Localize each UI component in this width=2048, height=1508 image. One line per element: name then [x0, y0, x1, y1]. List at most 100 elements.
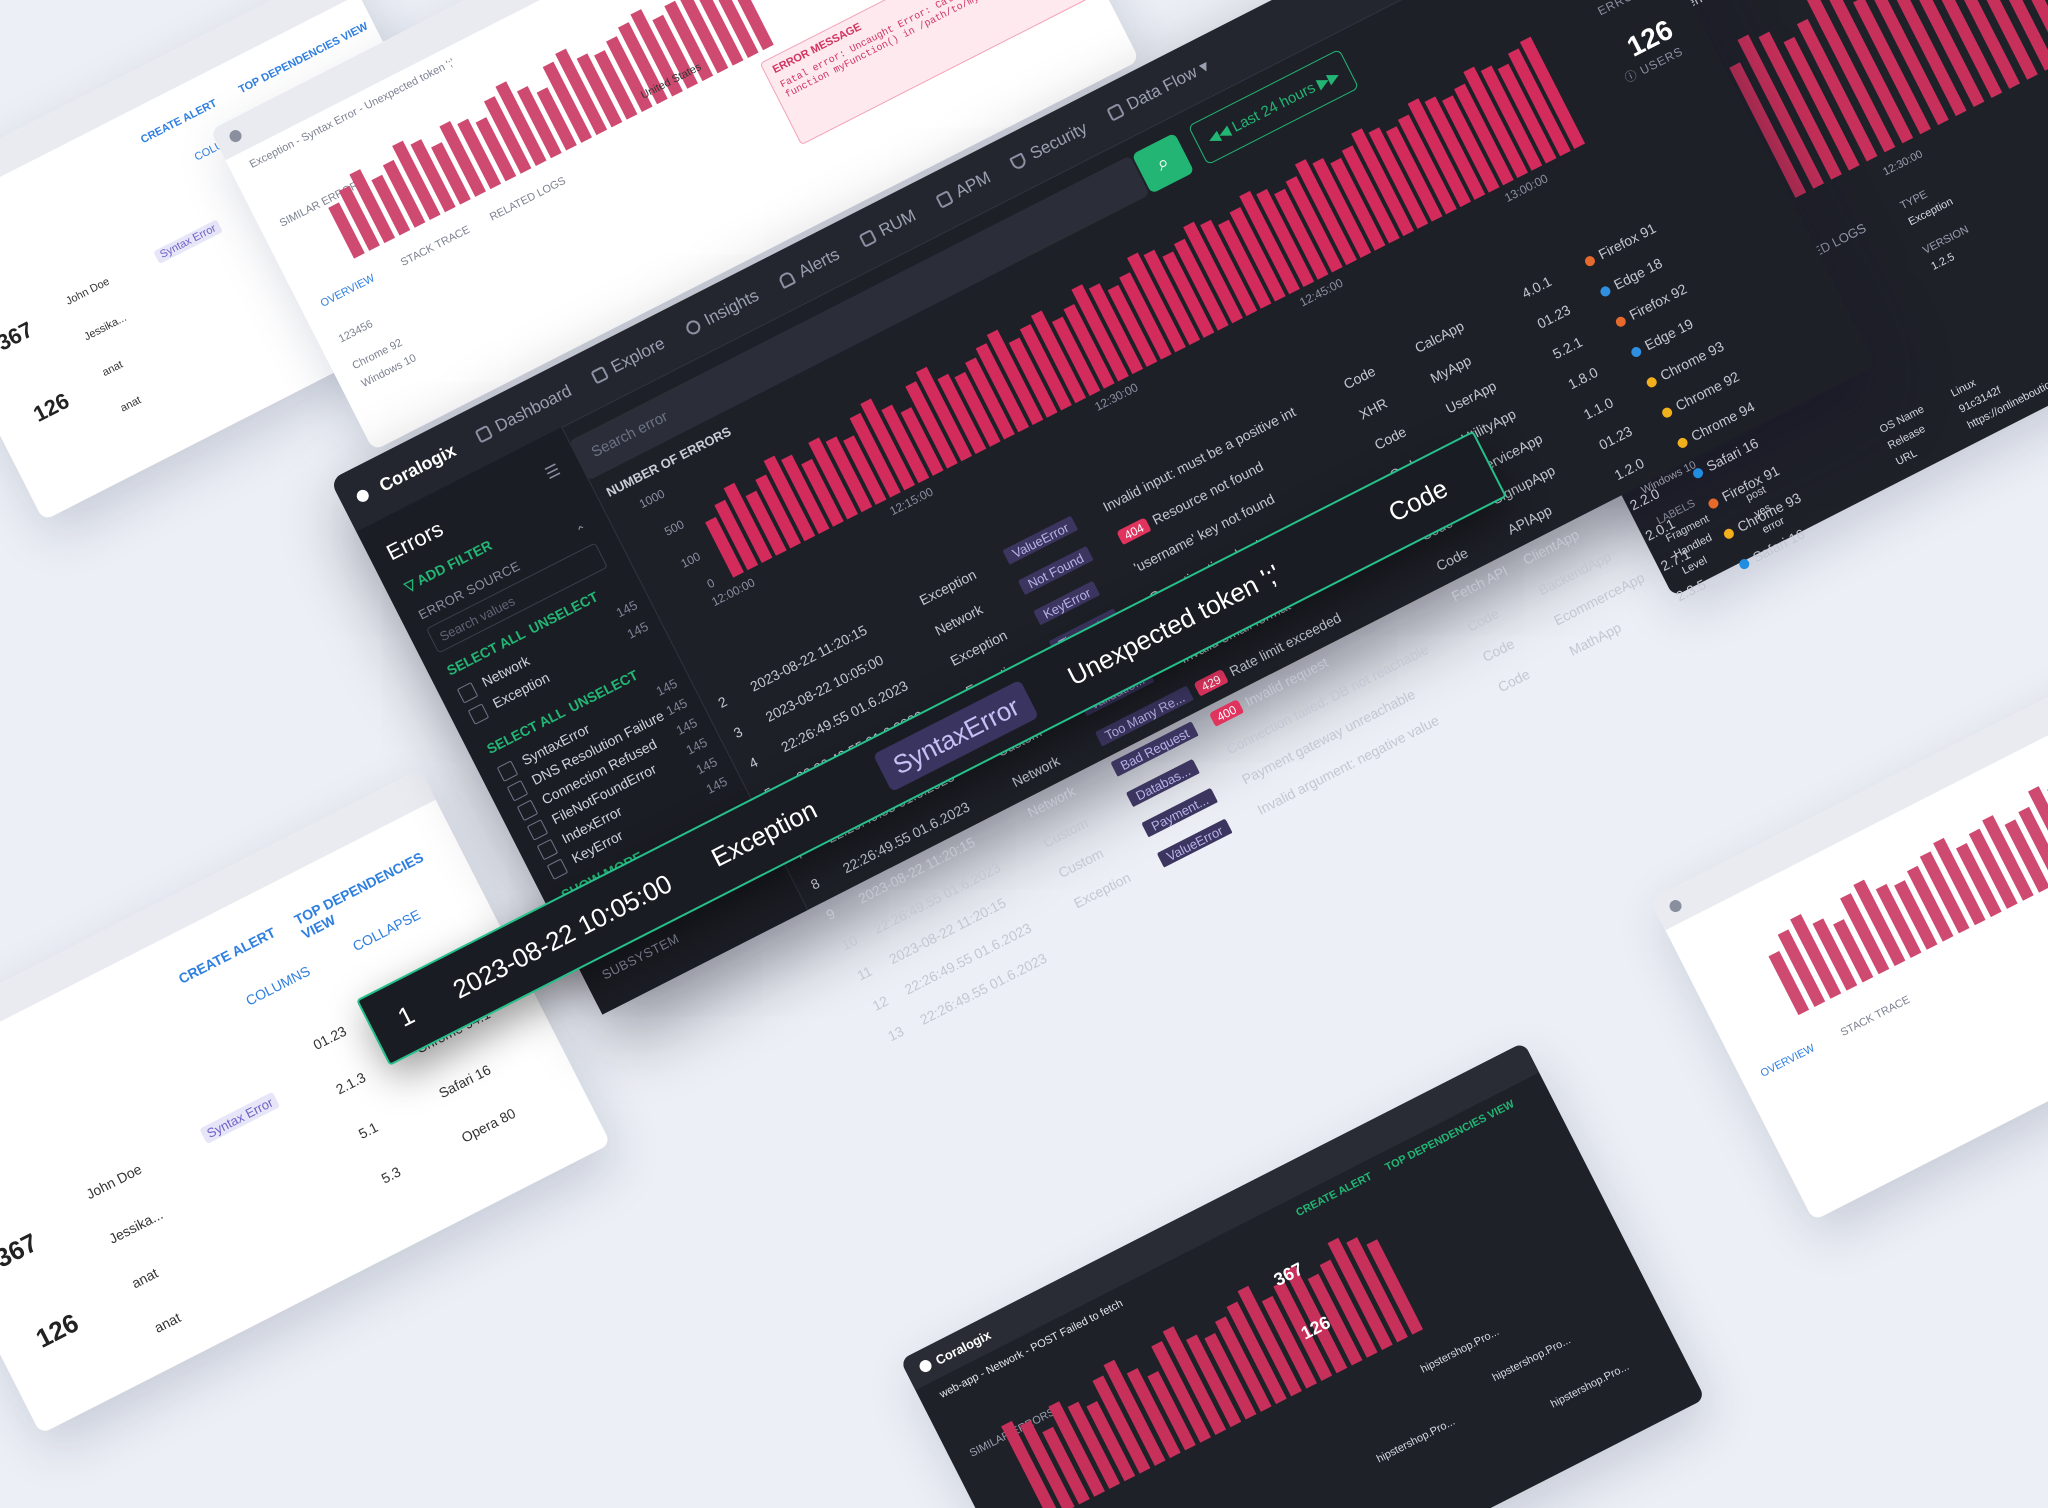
status-code-badge: 400	[1208, 698, 1245, 727]
bg-user-4b: anat	[151, 1309, 184, 1336]
logo-icon	[917, 1357, 934, 1375]
etype-checkbox-1[interactable]	[496, 760, 519, 782]
bg-user-1: John Doe	[64, 275, 112, 308]
bg-service-1[interactable]: hipstershop.Pro...	[1418, 1325, 1502, 1376]
columns-link-2[interactable]: COLUMNS	[243, 962, 313, 1009]
bg-user-1b: John Doe	[83, 1160, 145, 1203]
bg-errors-count-2: 367	[0, 1227, 43, 1274]
y-tick-100: 100	[678, 549, 703, 571]
insights-icon	[683, 318, 703, 337]
shield-icon	[1009, 152, 1029, 171]
grid-icon	[474, 424, 494, 444]
etype-checkbox-2[interactable]	[506, 779, 529, 802]
etype-count-6: 145	[703, 773, 730, 797]
bg-card-right-light: OVERVIEW STACK TRACE	[1650, 645, 2048, 1221]
bg-event-id: 123456	[336, 318, 375, 346]
bg-users-count: 126	[29, 387, 74, 427]
source-checkbox-network[interactable]	[456, 681, 479, 704]
users-stat: 126 ⓘ USERS	[1575, 14, 1686, 103]
ribbon-index: 1	[392, 999, 420, 1033]
bell-icon	[777, 270, 797, 289]
bg-user-2b: Jessika...	[106, 1205, 166, 1247]
source-checkbox-exception[interactable]	[467, 703, 490, 725]
etype-checkbox-5[interactable]	[536, 838, 559, 861]
etype-checkbox-6[interactable]	[546, 858, 569, 880]
bg-tab-stacktrace[interactable]: STACK TRACE	[398, 223, 472, 269]
bg-brand-bottom: Coralogix	[932, 1326, 994, 1368]
y-tick-500: 500	[662, 517, 687, 539]
bg-etype-badge: Syntax Error	[153, 219, 223, 265]
nav-rum[interactable]: RUM	[857, 206, 919, 251]
bg-user-3b: anat	[128, 1264, 161, 1292]
bg-user-2: Jessika...	[82, 311, 129, 344]
bg-users-count-2: 126	[30, 1307, 84, 1354]
nav-insights[interactable]: Insights	[682, 286, 762, 340]
bg-version-2b: 2.1.3	[333, 1069, 369, 1098]
nav-security[interactable]: Security	[1008, 118, 1091, 173]
nav-apm[interactable]: APM	[933, 168, 994, 212]
bg-tab-overview-rl[interactable]: OVERVIEW	[1758, 1042, 1817, 1080]
nav-security-label: Security	[1026, 118, 1091, 164]
bg-tab-stack-rl[interactable]: STACK TRACE	[1838, 993, 1912, 1039]
bg-version-3b: 5.1	[355, 1118, 381, 1142]
logo-icon	[1667, 897, 1684, 915]
bg-version-value: 1.2.5	[1929, 250, 1957, 273]
bg-service-2[interactable]: hipstershop.Pro...	[1490, 1334, 1573, 1385]
nav-alerts[interactable]: Alerts	[776, 245, 843, 292]
create-alert-link[interactable]: CREATE ALERT	[138, 97, 219, 147]
bg-errors-count: 367	[0, 316, 37, 356]
status-code-badge: 429	[1193, 668, 1230, 697]
bg-user-3: anat	[100, 358, 125, 379]
collapse-sidebar-icon[interactable]: ☰	[542, 461, 564, 484]
source-network-count: 145	[613, 597, 640, 621]
nav-rum-label: RUM	[875, 205, 919, 241]
bg-version-1b: 01.23	[310, 1022, 349, 1053]
nav-apm-label: APM	[952, 167, 994, 202]
create-alert-link-2[interactable]: CREATE ALERT	[175, 924, 279, 987]
bg-version-4b: 5.3	[378, 1163, 404, 1187]
time-range-label: Last 24 hours	[1229, 79, 1319, 136]
bg-card-bottom-dark: Coralogix web-app - Network - POST Faile…	[900, 1042, 1706, 1508]
etype-count-5: 145	[693, 754, 720, 778]
logo-icon	[354, 487, 371, 504]
forward-icon: ▶▶	[1310, 66, 1343, 95]
source-exception-count: 145	[624, 618, 651, 642]
status-code-badge: 404	[1116, 517, 1152, 546]
bg-card-left-mid: CREATE ALERT TOP DEPENDENCIES VIEW COLUM…	[0, 769, 611, 1435]
x-tick-1: 12:00:00	[709, 575, 758, 610]
bg-browser-4b: Opera 80	[458, 1104, 519, 1146]
apm-icon	[934, 190, 954, 209]
chevron-up-icon[interactable]: ⌃	[573, 521, 591, 540]
bg-tab-overview[interactable]: OVERVIEW	[318, 272, 377, 310]
search-icon: ⌕	[1153, 150, 1173, 176]
bg-label-url: URL	[1894, 447, 1920, 469]
etype-count-1: 145	[653, 675, 680, 699]
nav-explore[interactable]: Explore	[589, 334, 668, 388]
flow-icon	[1106, 102, 1125, 122]
nav-dataflow-label: Data Flow ▾	[1123, 56, 1213, 114]
bg-browser-3b: Safari 16	[436, 1061, 494, 1102]
unselect-link-2[interactable]: UNSELECT	[566, 666, 641, 716]
bg-user-4: anat	[118, 394, 144, 415]
etype-checkbox-3[interactable]	[516, 799, 539, 822]
nav-insights-label: Insights	[701, 285, 762, 330]
nav-alerts-label: Alerts	[795, 244, 843, 282]
bg-etype-badge-2: Syntax Error	[199, 1091, 281, 1145]
rum-icon	[858, 229, 878, 248]
bg-version-label: VERSION	[1921, 223, 1971, 257]
page-title: Errors	[382, 515, 448, 566]
explore-icon	[590, 365, 610, 385]
bg-service-3[interactable]: hipstershop.Pro...	[1374, 1415, 1458, 1466]
y-tick-0: 0	[704, 575, 717, 592]
etype-checkbox-4[interactable]	[526, 819, 549, 841]
bg-tick-1230: 12:30:00	[1881, 148, 1925, 179]
y-tick-1000: 1000	[636, 486, 668, 512]
bg-service-4[interactable]: hipstershop.Pro...	[1548, 1360, 1632, 1411]
etype-count-3: 145	[673, 714, 700, 739]
nav-explore-label: Explore	[607, 333, 668, 377]
logo-icon	[227, 127, 244, 145]
bg-bottom-chart	[985, 1204, 1424, 1508]
etype-count-4: 145	[683, 734, 710, 758]
etype-count-2: 145	[663, 695, 690, 719]
